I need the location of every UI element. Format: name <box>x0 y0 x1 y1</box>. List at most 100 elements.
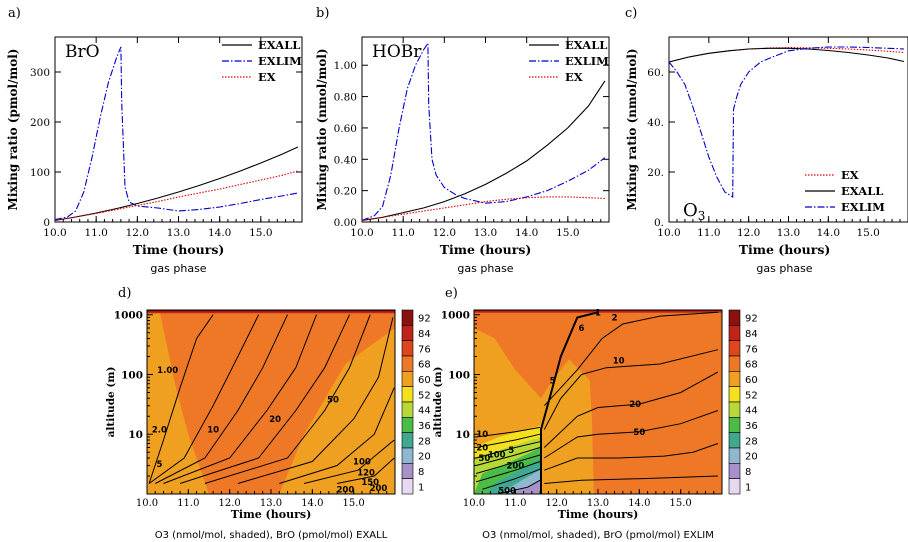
legend-label: EX <box>841 168 859 182</box>
x-tick-label: 15.0 <box>556 227 579 239</box>
y-axis-label: altitude (m) <box>105 367 117 438</box>
series-line-exlim <box>54 46 298 221</box>
contour-label: 1 <box>595 308 601 318</box>
colorbar-swatch <box>401 325 414 341</box>
contour-label: 5 <box>156 460 162 470</box>
x-tick-label: 12.0 <box>433 227 456 239</box>
contour-label: 100 <box>488 450 506 460</box>
colorbar-label: 8 <box>745 467 751 478</box>
contour-label: 10 <box>613 357 625 367</box>
panel-letter: a) <box>8 6 21 21</box>
colorbar-label: 20 <box>745 452 758 463</box>
contour-label: 120 <box>357 468 375 478</box>
contour-label: 6 <box>579 324 585 334</box>
y-tick-label: 1000 <box>114 310 143 322</box>
x-tick-label: 14.0 <box>817 227 840 239</box>
colorbar-swatch <box>728 417 741 433</box>
colorbar-label: 36 <box>418 421 431 432</box>
y-tick-label: 0.20 <box>334 186 357 198</box>
colorbar-swatch <box>728 447 741 464</box>
colorbar-swatch <box>728 386 741 403</box>
contour-line <box>237 317 394 484</box>
y-tick-label: 300 <box>30 67 50 79</box>
x-tick-label: 11.0 <box>177 498 199 509</box>
colorbar-label: 76 <box>418 344 431 355</box>
x-tick-label: 15.0 <box>343 498 365 509</box>
y-axis-label: Mixing ratio (nmol/mol) <box>625 48 639 210</box>
species-annotation: O3 <box>683 200 705 223</box>
contour-line <box>544 410 719 459</box>
y-tick-label: 0.80 <box>334 92 357 104</box>
contour-label: 5 <box>508 446 514 456</box>
contour-label: 100 <box>353 457 371 467</box>
panel-letter: c) <box>625 6 637 21</box>
y-tick-label: 0.40 <box>334 154 357 166</box>
colorbar-label: 84 <box>418 329 431 340</box>
contour-lines <box>148 314 395 484</box>
contour-label: 2 <box>612 313 618 323</box>
x-axis-label: Time (hours) <box>133 242 225 257</box>
panel-caption: gas phase <box>457 262 513 275</box>
colorbar-label: 68 <box>745 360 758 371</box>
legend-label: EX <box>258 70 276 84</box>
contour-line <box>543 349 719 430</box>
contour-line <box>337 457 395 484</box>
x-tick-label: 14.0 <box>628 498 650 509</box>
y-tick-label: 100 <box>121 369 143 381</box>
colorbar-label: 20 <box>418 452 431 463</box>
x-tick-label: 14.0 <box>208 227 231 239</box>
y-tick-label: 0 <box>43 217 50 229</box>
x-axis-label: Time (hours) <box>739 242 831 257</box>
contour-line <box>148 314 214 484</box>
x-tick-label: 12.0 <box>737 227 760 239</box>
contour-line <box>544 475 718 484</box>
x-tick-label: 13.0 <box>777 227 800 239</box>
series-line-exlim <box>668 46 905 198</box>
legend-label: EXALL <box>841 184 883 198</box>
contour-label: 200 <box>506 461 524 471</box>
x-tick-label: 10.0 <box>463 498 485 509</box>
y-tick-label: 10 <box>455 429 470 441</box>
x-tick-label: 12.0 <box>126 227 149 239</box>
x-tick-label: 11.0 <box>504 498 526 509</box>
colorbar-label: 28 <box>745 436 758 447</box>
contour-line <box>543 311 718 407</box>
contour-line <box>475 447 541 466</box>
colorbar-label: 36 <box>745 421 758 432</box>
x-tick-label: 15.0 <box>856 227 879 239</box>
contour-line <box>502 479 541 494</box>
series-line-exlim <box>361 41 606 221</box>
contour-line <box>179 314 350 484</box>
y-tick-label: 40. <box>647 117 664 129</box>
colorbar-swatch <box>728 325 741 341</box>
contour-line <box>475 454 541 474</box>
x-tick-label: 14.0 <box>301 498 323 509</box>
colorbar-swatch <box>728 401 741 418</box>
contour-line <box>540 311 599 494</box>
colorbar-label: 52 <box>745 390 758 401</box>
colorbar-swatch <box>401 463 414 479</box>
contour-label: 50 <box>633 428 645 438</box>
colorbar-swatch <box>401 371 414 387</box>
contour-label: 200 <box>337 485 355 495</box>
contour-line <box>204 314 371 484</box>
y-tick-label: 60. <box>647 67 664 79</box>
y-tick-label: 200 <box>30 117 50 129</box>
x-axis-label: Time (hours) <box>558 508 639 521</box>
x-tick-label: 12.0 <box>546 498 568 509</box>
legend-label: EX <box>565 70 583 84</box>
colorbar-swatch <box>401 309 414 326</box>
contour-line <box>482 468 541 490</box>
contour-label: 2.0 <box>152 426 167 436</box>
x-tick-label: 12.0 <box>219 498 241 509</box>
contour-line <box>475 441 541 459</box>
contour-lines <box>475 311 719 494</box>
colorbar-swatch <box>728 432 741 449</box>
colorbar-label: 60 <box>418 375 431 386</box>
colorbar-label: 44 <box>745 406 758 417</box>
x-tick-label: 13.0 <box>167 227 190 239</box>
legend-label: EXALL <box>258 38 300 52</box>
y-tick-label: 20. <box>647 167 664 179</box>
